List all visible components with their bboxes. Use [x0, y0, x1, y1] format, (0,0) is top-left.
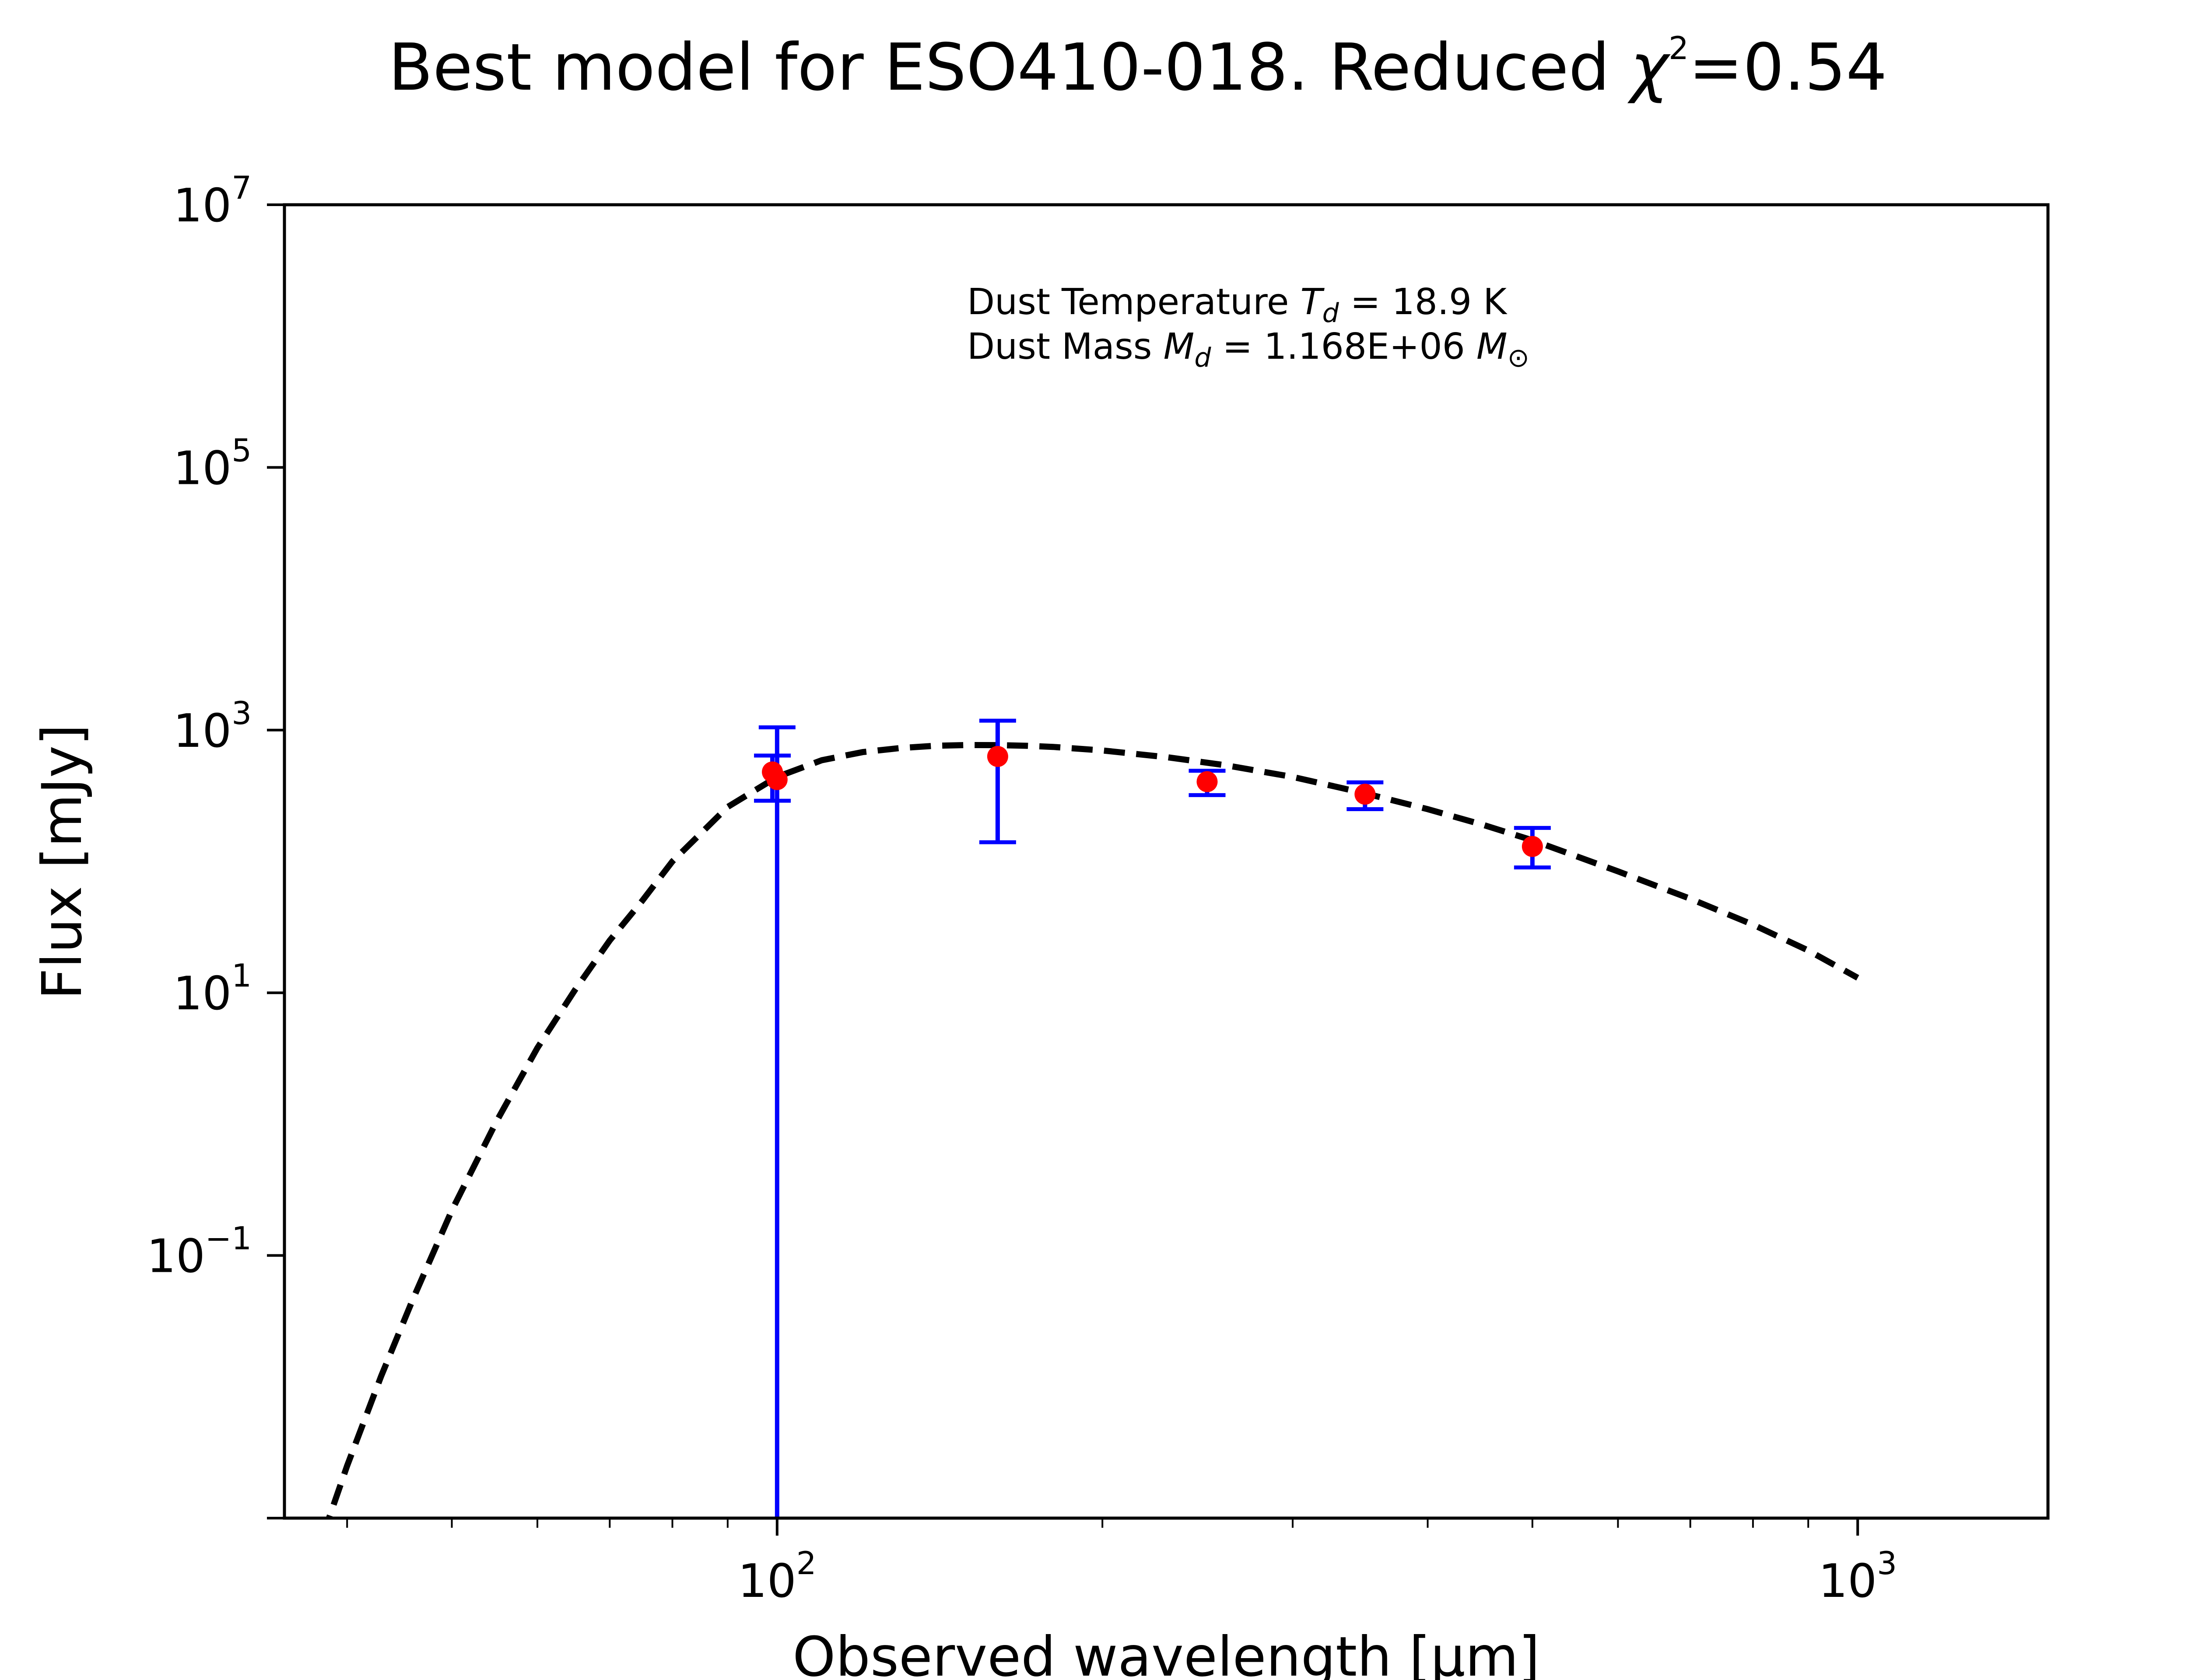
y-tick-label: 107: [173, 169, 252, 232]
y-tick-label: 10−1: [147, 1220, 252, 1283]
y-tick-label: 103: [173, 695, 252, 758]
y-tick-label: 105: [173, 432, 252, 495]
title-main: Best model for ESO410-018. Reduced: [389, 30, 1630, 105]
axis-ticks: 102 103 10−1 101 103 105 107: [147, 169, 1897, 1608]
data-point: [762, 761, 783, 783]
chart-title: Best model for ESO410-018. Reduced χ2=0.…: [389, 30, 1887, 105]
x-tick-label: 102: [738, 1545, 816, 1608]
model-layer: [326, 742, 1859, 1518]
x-tick-label: 103: [1818, 1545, 1897, 1608]
x-axis-label: Observed wavelength [μm]: [792, 1625, 1540, 1680]
data-point: [1196, 771, 1218, 792]
title-value: =0.54: [1689, 30, 1887, 105]
y-axis-label: Flux [mJy]: [31, 724, 94, 1000]
dust-mass-annotation: Dust Mass Md = 1.168E+06 M⊙: [967, 326, 1529, 373]
title-chi: χ: [1627, 30, 1671, 105]
data-point: [987, 746, 1008, 767]
title-exponent: 2: [1669, 30, 1689, 66]
model-curve: [326, 742, 1859, 1518]
observations-layer: [754, 718, 1551, 1518]
data-point: [1354, 784, 1376, 805]
dust-temperature-annotation: Dust Temperature Td = 18.9 K: [967, 281, 1508, 329]
data-point: [1522, 836, 1543, 857]
y-tick-label: 101: [173, 957, 252, 1020]
plot-frame: [283, 203, 2050, 1520]
